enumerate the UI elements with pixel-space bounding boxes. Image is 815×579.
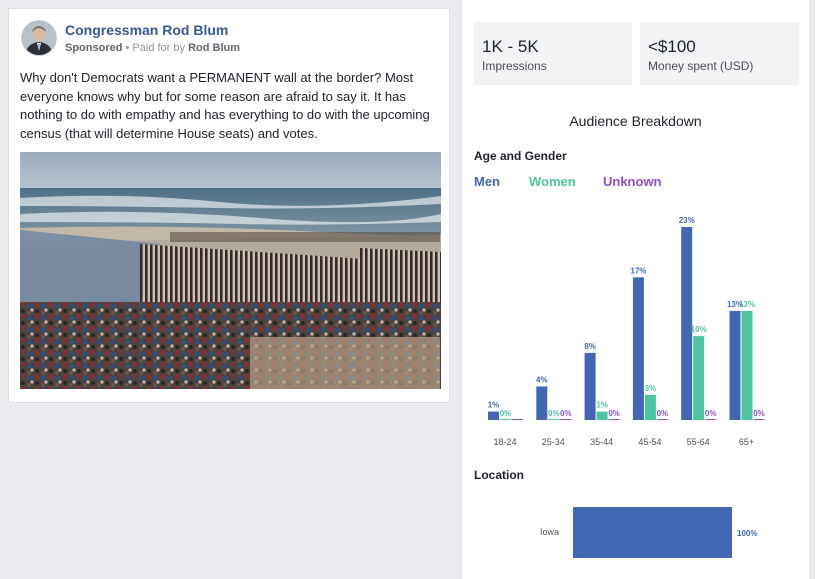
x-tick-label: 45-54	[638, 437, 661, 447]
data-label-men-55-64: 23%	[679, 216, 695, 225]
impressions-value: 1K - 5K	[482, 37, 539, 56]
bar-unknown-18-24	[512, 419, 523, 420]
legend-unknown: Unknown	[603, 174, 662, 189]
data-label-women-35-44: 1%	[596, 401, 608, 410]
x-tick-label: 35-44	[590, 437, 613, 447]
bar-unknown-55-64	[705, 419, 717, 420]
bar-unknown-45-54	[656, 419, 668, 420]
legend-men: Men	[474, 174, 500, 189]
impressions-label: Impressions	[482, 59, 547, 73]
bar-women-35-44	[596, 411, 608, 420]
advertiser-portrait-icon	[22, 21, 56, 55]
impressions-box: 1K - 5K Impressions	[474, 22, 632, 85]
x-tick-label: 18-24	[493, 437, 516, 447]
data-label-unknown-25-34: 0%	[560, 409, 572, 418]
advertiser-avatar[interactable]	[21, 20, 57, 56]
data-label-unknown-55-64: 0%	[705, 409, 717, 418]
audience-breakdown-title: Audience Breakdown	[569, 113, 702, 129]
bar-unknown-35-44	[608, 419, 620, 420]
advertiser-name-link[interactable]: Congressman Rod Blum	[65, 22, 229, 38]
spend-box: <$100 Money spent (USD)	[640, 22, 799, 85]
data-label-men-45-54: 17%	[630, 266, 646, 275]
location-value-label: 100%	[737, 529, 757, 538]
location-category-label: Iowa	[540, 527, 559, 537]
legend-women: Women	[529, 174, 576, 189]
location-chart: Iowa 100%	[540, 507, 757, 558]
data-label-men-25-34: 4%	[536, 375, 548, 384]
bar-men-35-44	[584, 352, 596, 420]
sponsor-line: Sponsored • Paid for by Rod Blum	[65, 42, 240, 54]
bar-women-25-34	[548, 419, 560, 420]
bar-unknown-65+	[753, 419, 765, 420]
x-tick-label: 55-64	[687, 437, 710, 447]
data-label-unknown-65+: 0%	[753, 409, 765, 418]
insights-panel: 1K - 5K Impressions <$100 Money spent (U…	[462, 0, 809, 579]
border-wall-photo-icon	[20, 152, 441, 389]
age-gender-chart: 1%0%18-244%0% 0%25-348%1%0%35-4417%3%0%45…	[488, 216, 765, 447]
bar-men-25-34	[536, 386, 548, 420]
data-label-unknown-45-54: 0%	[657, 409, 669, 418]
spend-label: Money spent (USD)	[648, 59, 754, 73]
ad-body-text: Why don't Democrats want a PERMANENT wal…	[20, 70, 430, 141]
data-label-women-18-24: 0%	[500, 409, 512, 418]
data-label-men-65+: 13%	[727, 300, 743, 309]
location-bar-iowa	[573, 507, 732, 558]
x-tick-label: 65+	[739, 437, 754, 447]
bar-men-45-54	[632, 277, 644, 420]
bar-women-45-54	[644, 394, 656, 420]
bar-men-65+	[729, 310, 741, 420]
data-label-unknown-35-44: 0%	[608, 409, 620, 418]
data-label-women-65+: 13%	[739, 300, 755, 309]
data-label-men-35-44: 8%	[584, 342, 596, 351]
bar-women-55-64	[693, 336, 705, 420]
ad-card: Congressman Rod Blum Sponsored • Paid fo…	[8, 8, 450, 403]
location-heading: Location	[474, 468, 524, 482]
spend-value: <$100	[648, 37, 696, 56]
data-label-women-25-34: 0%	[548, 409, 560, 418]
x-tick-label: 25-34	[542, 437, 565, 447]
ad-image[interactable]	[20, 152, 441, 389]
payer-name: Rod Blum	[188, 42, 241, 54]
bar-women-18-24	[500, 419, 511, 420]
bar-men-18-24	[488, 411, 499, 420]
sponsored-label: Sponsored	[65, 42, 123, 54]
age-gender-heading: Age and Gender	[474, 149, 567, 163]
data-label-men-18-24: 1%	[488, 401, 500, 410]
paid-for-prefix: • Paid for by	[125, 42, 186, 54]
data-label-women-55-64: 10%	[691, 325, 707, 334]
bar-men-55-64	[681, 227, 693, 420]
data-label-women-45-54: 3%	[645, 384, 657, 393]
bar-women-65+	[741, 310, 753, 420]
bar-unknown-25-34	[560, 419, 572, 420]
